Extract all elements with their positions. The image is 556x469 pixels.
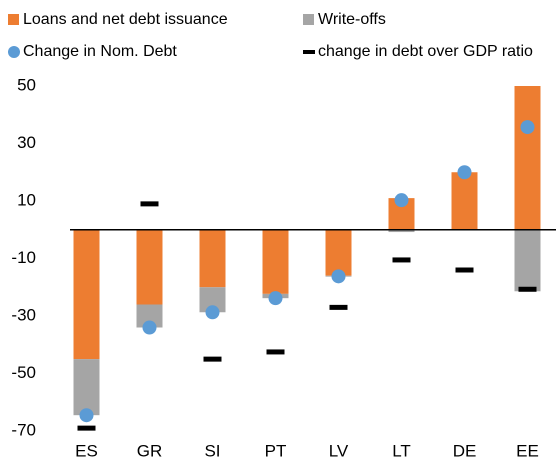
dot (394, 193, 409, 208)
bar (388, 229, 415, 233)
dot (79, 408, 94, 423)
x-tick-label: ES (75, 441, 98, 460)
y-tick-label: -50 (11, 363, 36, 382)
legend-label: Write-offs (318, 11, 386, 28)
x-tick-label: LV (329, 441, 349, 460)
legend-swatch (303, 14, 314, 25)
dash (203, 356, 222, 362)
dash (329, 304, 348, 310)
x-tick-label: SI (204, 441, 220, 460)
x-tick-label: LT (392, 441, 411, 460)
y-tick-label: 10 (17, 190, 36, 209)
bar (136, 229, 163, 305)
dot (457, 165, 472, 180)
dot (331, 269, 346, 284)
legend-label: Loans and net debt issuance (23, 11, 228, 28)
dot (268, 291, 283, 306)
dash (518, 286, 537, 292)
bar (451, 172, 478, 230)
x-tick-label: GR (137, 441, 163, 460)
bar (73, 359, 100, 416)
legend-swatch (8, 14, 19, 25)
bar (514, 229, 541, 292)
dot (142, 320, 157, 335)
y-tick-label: 30 (17, 133, 36, 152)
bar (73, 229, 100, 360)
y-tick-label: -10 (11, 248, 36, 267)
bar (262, 229, 289, 294)
y-tick-label: -30 (11, 305, 36, 324)
dot (520, 120, 535, 135)
dash (77, 425, 96, 431)
x-tick-label: DE (453, 441, 477, 460)
x-tick-label: PT (265, 441, 287, 460)
legend-label: Change in Nom. Debt (23, 43, 177, 60)
y-tick-label: -70 (11, 420, 36, 439)
y-tick-label: 50 (17, 75, 36, 94)
dash (266, 349, 285, 355)
legend-label: change in debt over GDP ratio (318, 43, 533, 60)
dash (392, 257, 411, 263)
dot (205, 305, 220, 320)
dash (455, 267, 474, 273)
dash (140, 201, 159, 207)
bar (136, 304, 163, 328)
bar (325, 229, 352, 276)
x-tick-label: EE (516, 441, 539, 460)
bar (514, 86, 541, 230)
legend-swatch (303, 50, 315, 54)
legend-swatch (8, 46, 20, 58)
bar (199, 229, 226, 288)
